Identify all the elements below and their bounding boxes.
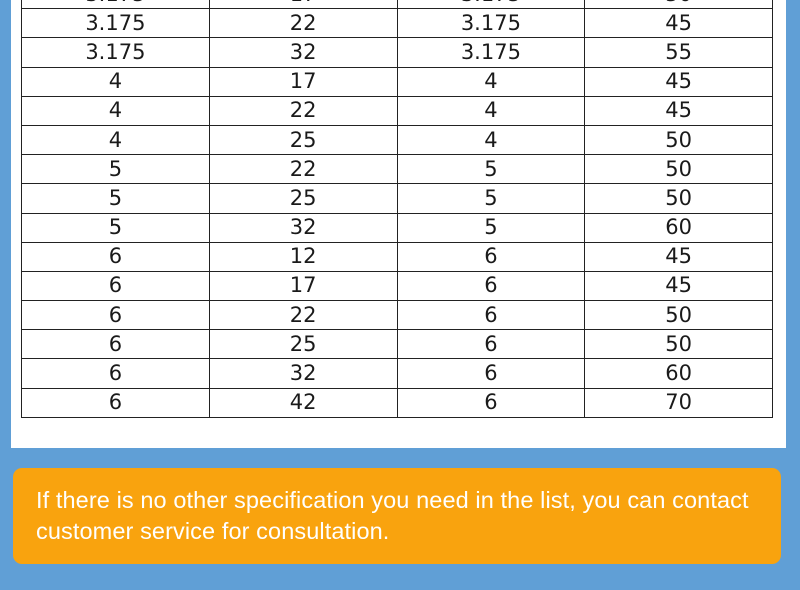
table-cell: 5 xyxy=(21,154,210,185)
table-cell: 32 xyxy=(208,37,398,68)
table-cell: 6 xyxy=(396,358,586,389)
consultation-notice: If there is no other specification you n… xyxy=(13,468,781,564)
table-cell: 6 xyxy=(396,387,586,418)
table-cell: 25 xyxy=(208,329,398,360)
table-cell: 70 xyxy=(584,387,773,418)
table-cell: 17 xyxy=(208,0,398,10)
table-cell: 45 xyxy=(584,241,773,272)
table-cell: 50 xyxy=(584,183,773,214)
table-row: 5 22 5 50 xyxy=(21,154,773,185)
table-cell: 22 xyxy=(208,8,398,39)
table-cell: 12 xyxy=(208,241,398,272)
table-cell: 6 xyxy=(21,387,210,418)
table-cell: 4 xyxy=(396,124,586,156)
spec-table-body: 3.175173.175503.175223.175453.175323.175… xyxy=(21,0,773,418)
table-cell: 22 xyxy=(208,154,398,185)
table-cell: 22 xyxy=(208,95,398,126)
table-cell: 42 xyxy=(208,387,398,418)
table-row: 6 17 6 45 xyxy=(21,270,773,302)
table-cell: 50 xyxy=(584,0,773,10)
table-row: 3.175 22 3.175 45 xyxy=(21,8,773,39)
table-cell: 3.175 xyxy=(21,0,210,10)
table-cell: 6 xyxy=(396,300,586,331)
table-cell: 32 xyxy=(208,358,398,389)
table-cell: 17 xyxy=(208,66,398,97)
table-cell: 5 xyxy=(21,212,210,243)
table-cell: 4 xyxy=(21,66,210,97)
table-cell: 6 xyxy=(21,329,210,360)
table-row: 4 17 4 45 xyxy=(21,66,773,97)
table-cell: 45 xyxy=(584,66,773,97)
table-row: 4 25 4 50 xyxy=(21,124,773,156)
table-cell: 6 xyxy=(21,358,210,389)
table-cell: 3.175 xyxy=(396,37,586,68)
table-cell: 3.175 xyxy=(396,0,586,10)
table-cell: 4 xyxy=(396,66,586,97)
notice-text: If there is no other specification you n… xyxy=(36,487,749,544)
table-row: 3.175 32 3.175 55 xyxy=(21,37,773,68)
table-cell: 22 xyxy=(208,300,398,331)
table-cell: 5 xyxy=(396,154,586,185)
table-cell: 4 xyxy=(21,95,210,126)
table-cell: 6 xyxy=(21,241,210,272)
table-row: 6 12 6 45 xyxy=(21,241,773,272)
table-cell: 60 xyxy=(584,212,773,243)
table-cell: 5 xyxy=(21,183,210,214)
spec-table-panel: 3.175173.175503.175223.175453.175323.175… xyxy=(11,0,786,448)
table-cell: 5 xyxy=(396,183,586,214)
table-cell: 3.175 xyxy=(396,8,586,39)
table-cell: 4 xyxy=(21,124,210,156)
table-cell: 6 xyxy=(21,300,210,331)
table-cell: 3.175 xyxy=(21,37,210,68)
table-row: 3.175173.17550 xyxy=(21,0,773,10)
table-row: 6 42 6 70 xyxy=(21,387,773,418)
table-cell: 45 xyxy=(584,270,773,302)
table-cell: 3.175 xyxy=(21,8,210,39)
table-cell: 25 xyxy=(208,183,398,214)
table-cell: 45 xyxy=(584,95,773,126)
table-row: 4 22 4 45 xyxy=(21,95,773,126)
table-cell: 32 xyxy=(208,212,398,243)
spec-table: 3.175173.175503.175223.175453.175323.175… xyxy=(21,0,773,418)
table-cell: 50 xyxy=(584,154,773,185)
table-cell: 50 xyxy=(584,329,773,360)
table-row: 6 32 6 60 xyxy=(21,358,773,389)
table-cell: 60 xyxy=(584,358,773,389)
table-cell: 55 xyxy=(584,37,773,68)
table-cell: 50 xyxy=(584,300,773,331)
table-cell: 6 xyxy=(396,329,586,360)
table-cell: 50 xyxy=(584,124,773,156)
table-cell: 6 xyxy=(21,270,210,302)
table-cell: 6 xyxy=(396,241,586,272)
table-cell: 6 xyxy=(396,270,586,302)
spec-table-viewport: 3.175173.175503.175223.175453.175323.175… xyxy=(21,0,774,435)
table-cell: 4 xyxy=(396,95,586,126)
table-cell: 5 xyxy=(396,212,586,243)
table-row: 6 22 6 50 xyxy=(21,300,773,331)
table-row: 5 25 5 50 xyxy=(21,183,773,214)
table-cell: 45 xyxy=(584,8,773,39)
table-row: 6 25 6 50 xyxy=(21,329,773,360)
table-cell: 17 xyxy=(208,270,398,302)
table-row: 5 32 5 60 xyxy=(21,212,773,243)
table-cell: 25 xyxy=(208,124,398,156)
